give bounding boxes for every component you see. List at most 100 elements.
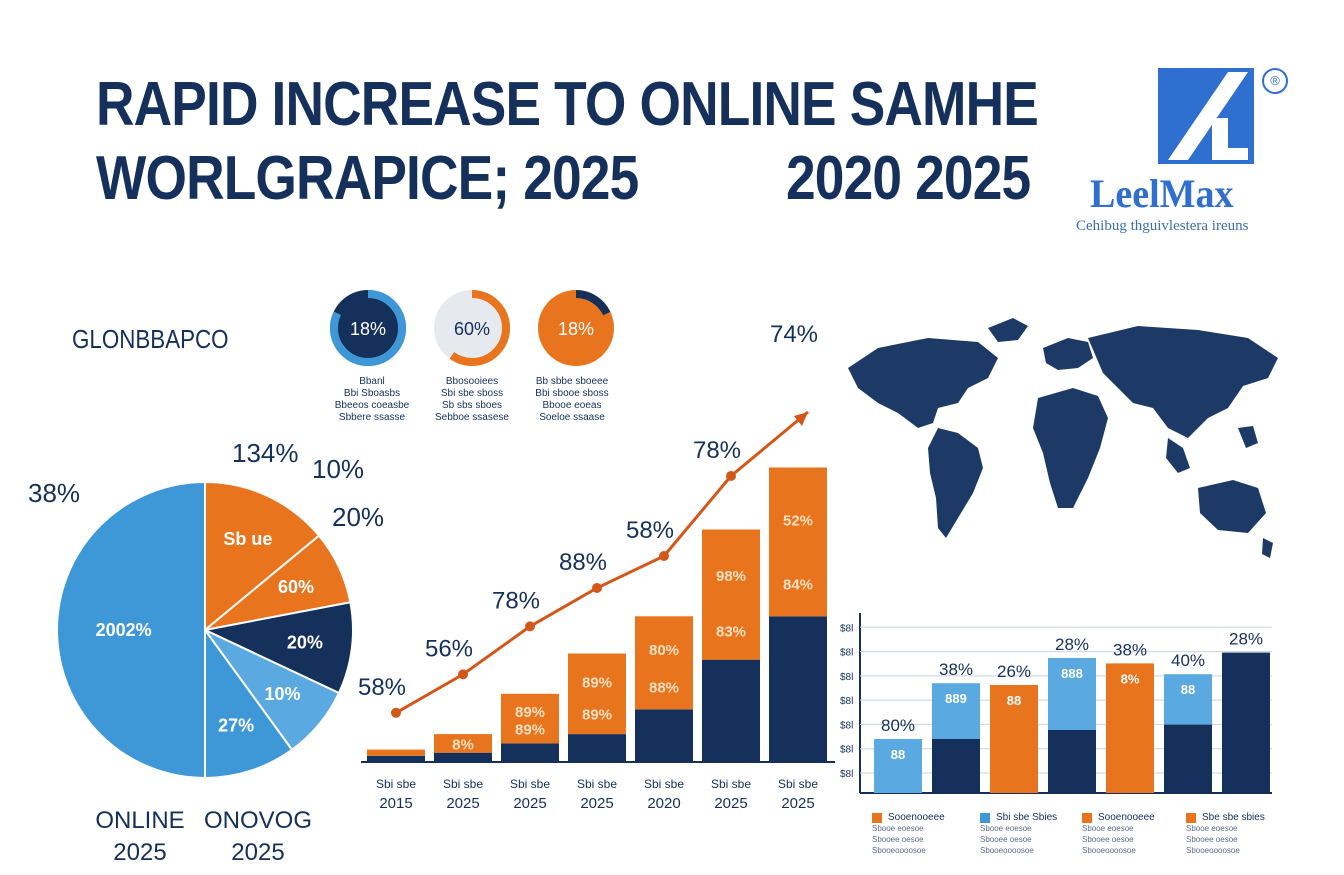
rbar-seg-7-2 bbox=[1222, 652, 1270, 793]
world-map bbox=[848, 318, 1278, 558]
bar-upper-1 bbox=[367, 749, 425, 756]
rbar-value-7: 28% bbox=[1229, 630, 1263, 649]
bar-cat-prefix-6: Sbi sbe bbox=[711, 777, 751, 791]
trend-label-7: 74% bbox=[770, 321, 818, 348]
pie-bottom-label-2: ONOVOG bbox=[204, 807, 312, 834]
rbar-tick-3: $8l bbox=[840, 720, 853, 731]
registered-mark: ® bbox=[1262, 68, 1288, 94]
rbar-value-6: 40% bbox=[1171, 651, 1205, 670]
rbar-seg-2-1 bbox=[932, 683, 980, 739]
rbar-value-1: 80% bbox=[881, 716, 915, 735]
bar-upper-label-3: 89% bbox=[515, 704, 545, 721]
legend-item-3: Sooenooeee Sbooe eoesoe Sbooee oesoe Sbo… bbox=[1082, 812, 1155, 855]
rbar-seg-6-2 bbox=[1164, 724, 1212, 793]
pie-bottom-year-1: 2025 bbox=[113, 839, 166, 866]
donut-ring-1 bbox=[330, 290, 406, 366]
pie-chart: Sb ue 60% 20% 10% 27% 2002% 38% 134% 10% 20% ONLIN… bbox=[28, 438, 384, 866]
bar-mid-label-5: 88% bbox=[649, 680, 679, 697]
bar-lower-1 bbox=[367, 755, 425, 762]
bar-upper-label-6: 98% bbox=[716, 568, 746, 585]
rbar-tick-4: $8l bbox=[840, 696, 853, 707]
rbar-inner-2: 889 bbox=[945, 691, 967, 706]
bar-cat-label-4: 2025 bbox=[580, 795, 613, 812]
trend-point-2 bbox=[458, 669, 468, 680]
logo-mark-icon bbox=[1158, 68, 1254, 164]
page-subtitle-left: WORLGRAPICE; 2025 bbox=[96, 144, 639, 213]
brand-logo bbox=[1158, 68, 1258, 164]
trend-point-4 bbox=[592, 583, 602, 593]
rbar-seg-1-1 bbox=[874, 739, 922, 793]
legend-item-4: Sbe sbe sbies Sbooe eoesoe Sbooee oesoe … bbox=[1186, 812, 1265, 855]
rbar-tick-1: $8l bbox=[840, 769, 853, 780]
bar-upper-7 bbox=[769, 467, 827, 617]
bar-upper-6 bbox=[702, 529, 760, 660]
bar-mid-label-4: 89% bbox=[582, 707, 612, 724]
bar-cat-prefix-4: Sbi sbe bbox=[577, 777, 617, 791]
bar-cat-label-1: 2015 bbox=[379, 795, 412, 812]
bar-cat-prefix-1: Sbi sbe bbox=[376, 777, 416, 791]
bar-lower-5 bbox=[635, 709, 693, 762]
legend-swatch bbox=[1082, 812, 1092, 823]
donut-indicators: 18% 60% 18% Bbanl Bbi Sboasbs Bbeeos coeasbe… bbox=[322, 284, 622, 444]
trend-point-6 bbox=[726, 471, 736, 481]
bar-cat-label-7: 2025 bbox=[781, 795, 814, 812]
bar-upper-2 bbox=[434, 734, 492, 753]
rbar-seg-5-3 bbox=[1106, 663, 1154, 793]
trend-label-4: 88% bbox=[559, 549, 607, 576]
pie-slice-4 bbox=[201, 601, 354, 695]
legend-swatch bbox=[872, 812, 882, 823]
bar-upper-3 bbox=[501, 693, 559, 744]
bar-lower-6 bbox=[702, 659, 760, 762]
pie-bottom-label-1: ONLINE bbox=[95, 807, 184, 834]
donut-value-3: 18% bbox=[558, 319, 594, 339]
rbar-tick-6: $8l bbox=[840, 648, 853, 659]
rbar-seg-4-2 bbox=[1048, 730, 1096, 793]
pie-callout-2: 134% bbox=[232, 438, 299, 468]
rbar-tick-7: $8l bbox=[840, 623, 853, 634]
bar-upper-5 bbox=[635, 616, 693, 710]
donut-captions: Bbanl Bbi Sboasbs Bbeeos coeasbe Sbbere ssa… bbox=[322, 376, 622, 424]
donut-center-1 bbox=[339, 299, 397, 357]
pie-slice-1 bbox=[56, 480, 206, 780]
legend-item-2: Sbi sbe Sbies Sbooe eoesoe Sbooee oesoe … bbox=[980, 812, 1058, 855]
donut-value-1: 18% bbox=[350, 319, 386, 339]
bar-cat-prefix-3: Sbi sbe bbox=[510, 777, 550, 791]
rbar-tick-5: $8l bbox=[840, 672, 853, 683]
page-title: RAPID INCREASE TO ONLINE SAMHE bbox=[96, 70, 1039, 139]
pie-bottom-year-2: 2025 bbox=[231, 839, 284, 866]
pie-slice-label-4: 20% bbox=[287, 633, 323, 653]
brand-tagline: Cehibug thguivlestera ireuns bbox=[1076, 218, 1249, 234]
bar-upper-label-5: 80% bbox=[649, 642, 679, 659]
bar-lower-4 bbox=[568, 734, 626, 762]
rbar-value-4: 28% bbox=[1055, 635, 1089, 654]
bar-mid-label-3: 89% bbox=[515, 721, 545, 738]
bar-lower-3 bbox=[501, 743, 559, 762]
donut-center-3 bbox=[547, 299, 605, 357]
legend-swatch bbox=[1186, 812, 1196, 823]
rbar-tick-2: $8l bbox=[840, 745, 853, 756]
trend-label-6: 78% bbox=[693, 437, 741, 464]
right-bar-chart: $8l $8l $8l $8l $8l $8l $8l 80% 88 38% 889 26% 88 28%… bbox=[840, 613, 1272, 794]
pie-slice-label-1: 2002% bbox=[96, 620, 152, 640]
rbar-inner-3: 88 bbox=[1007, 693, 1021, 708]
rbar-inner-5: 8% bbox=[1121, 671, 1140, 686]
bar-cat-label-3: 2025 bbox=[513, 795, 546, 812]
bar-mid-label-7: 84% bbox=[783, 577, 813, 594]
rbar-seg-6-1 bbox=[1164, 674, 1212, 725]
world-map-icon bbox=[848, 318, 1278, 558]
rbar-inner-1: 88 bbox=[891, 747, 905, 762]
donut-caption-3: Bb sbbe sboeee Bbi sbooe sboss Bbooe eoeas… bbox=[535, 376, 609, 423]
page-subtitle-right: 2020 2025 bbox=[786, 144, 1031, 213]
pie-callout-3: 10% bbox=[312, 454, 364, 484]
rbar-value-5: 38% bbox=[1113, 640, 1147, 659]
trend-label-1: 58% bbox=[358, 674, 406, 701]
legend-swatch bbox=[980, 812, 990, 823]
rbar-seg-2-2 bbox=[932, 739, 980, 793]
donut-caption-1: Bbanl Bbi Sboasbs Bbeeos coeasbe Sbbere ssa… bbox=[334, 376, 410, 423]
donut-ring-2 bbox=[434, 290, 510, 366]
rbar-seg-3-3 bbox=[990, 685, 1038, 793]
rbar-value-2: 38% bbox=[939, 660, 973, 679]
bar-cat-prefix-5: Sbi sbe bbox=[644, 777, 684, 791]
donut-value-2: 60% bbox=[454, 319, 490, 339]
bar-mid-label-2: 8% bbox=[452, 736, 474, 753]
